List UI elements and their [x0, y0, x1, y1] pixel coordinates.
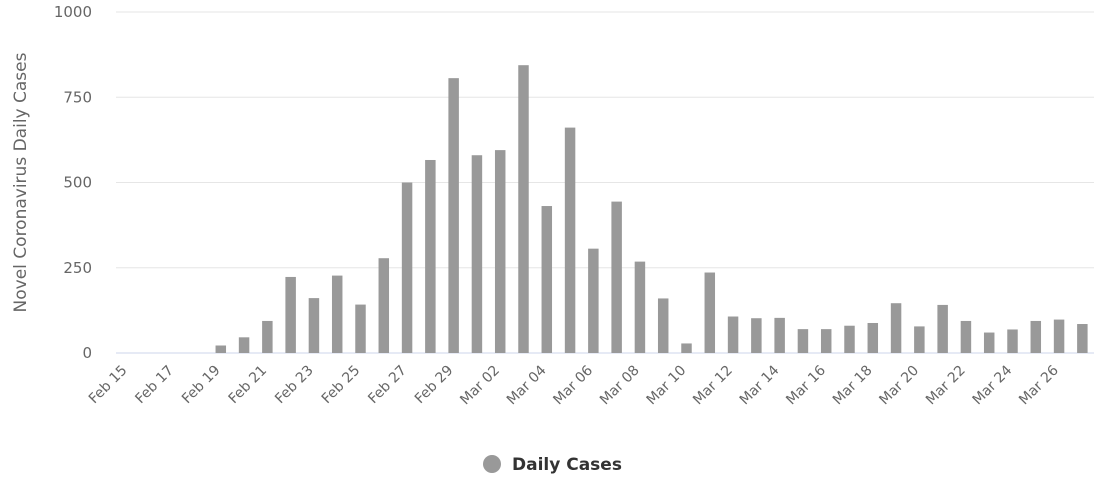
x-tick-label: Feb 19 — [179, 363, 224, 408]
bar[interactable] — [331, 275, 343, 353]
bar[interactable] — [774, 317, 785, 353]
x-tick-label: Mar 16 — [783, 362, 829, 408]
bar[interactable] — [215, 345, 227, 353]
bars[interactable] — [215, 65, 1088, 354]
y-tick-label: 1000 — [54, 3, 92, 21]
bar[interactable] — [681, 343, 692, 353]
bar[interactable] — [890, 303, 902, 353]
bar[interactable] — [262, 320, 273, 353]
bar[interactable] — [1077, 324, 1088, 353]
bar[interactable] — [238, 337, 250, 353]
grid-lines — [116, 11, 1094, 354]
legend-marker — [483, 455, 501, 473]
x-tick-label: Mar 24 — [970, 362, 1016, 408]
x-tick-label: Feb 21 — [226, 363, 271, 408]
y-axis-label: Novel Coronavirus Daily Cases — [11, 52, 31, 312]
x-axis-ticks: Feb 15 Feb 17 Feb 19 Feb 21 Feb 23 Feb 25 Feb … — [86, 362, 1062, 408]
bar[interactable] — [494, 150, 506, 353]
x-tick-label: Mar 06 — [550, 362, 596, 408]
x-tick-label: Mar 14 — [737, 362, 783, 408]
x-tick-label: Mar 12 — [690, 363, 736, 409]
x-tick-label: Feb 29 — [412, 363, 457, 408]
bar[interactable] — [634, 261, 646, 353]
bar[interactable] — [1053, 319, 1065, 353]
bar[interactable] — [401, 182, 413, 354]
bar[interactable] — [448, 78, 459, 354]
bar[interactable] — [518, 65, 529, 354]
bar[interactable] — [1007, 329, 1018, 353]
bar[interactable] — [983, 332, 995, 353]
bar[interactable] — [844, 325, 855, 353]
x-tick-label: Mar 10 — [644, 363, 690, 409]
bar[interactable] — [564, 127, 576, 353]
y-axis-ticks: 0 250 500 750 1000 — [54, 3, 92, 362]
legend[interactable]: Daily Cases — [483, 455, 622, 475]
bar[interactable] — [727, 316, 739, 353]
bar[interactable] — [285, 276, 296, 353]
bar[interactable] — [960, 320, 972, 353]
bar[interactable] — [425, 159, 436, 353]
x-tick-label: Mar 22 — [923, 363, 969, 409]
x-tick-label: Mar 18 — [830, 363, 876, 409]
bar[interactable] — [937, 304, 948, 353]
x-tick-label: Feb 17 — [132, 363, 177, 408]
legend-label: Daily Cases — [512, 455, 622, 475]
y-tick-label: 750 — [63, 88, 92, 106]
bar[interactable] — [751, 318, 762, 353]
x-tick-label: Mar 08 — [597, 363, 643, 409]
x-tick-label: Mar 20 — [876, 363, 922, 409]
bar[interactable] — [820, 329, 832, 353]
y-tick-label: 0 — [82, 344, 92, 362]
x-tick-label: Mar 04 — [504, 362, 550, 408]
bar[interactable] — [378, 258, 390, 353]
bar[interactable] — [657, 298, 669, 353]
x-tick-label: Feb 27 — [365, 363, 410, 408]
bar[interactable] — [797, 329, 809, 353]
bar[interactable] — [1030, 320, 1042, 353]
bar[interactable] — [471, 155, 483, 353]
bar[interactable] — [914, 326, 925, 353]
x-tick-label: Feb 15 — [86, 363, 131, 408]
x-tick-label: Feb 23 — [272, 363, 317, 408]
bar[interactable] — [611, 201, 622, 353]
x-tick-label: Mar 02 — [457, 363, 503, 409]
bar[interactable] — [867, 322, 879, 353]
bar[interactable] — [704, 272, 716, 353]
y-tick-label: 500 — [63, 174, 92, 192]
bar[interactable] — [588, 248, 599, 353]
y-tick-label: 250 — [63, 259, 92, 277]
x-tick-label: Mar 26 — [1016, 362, 1062, 408]
bar[interactable] — [308, 298, 320, 353]
bar[interactable] — [355, 304, 366, 353]
x-tick-label: Feb 25 — [319, 363, 364, 408]
bar[interactable] — [541, 206, 553, 353]
